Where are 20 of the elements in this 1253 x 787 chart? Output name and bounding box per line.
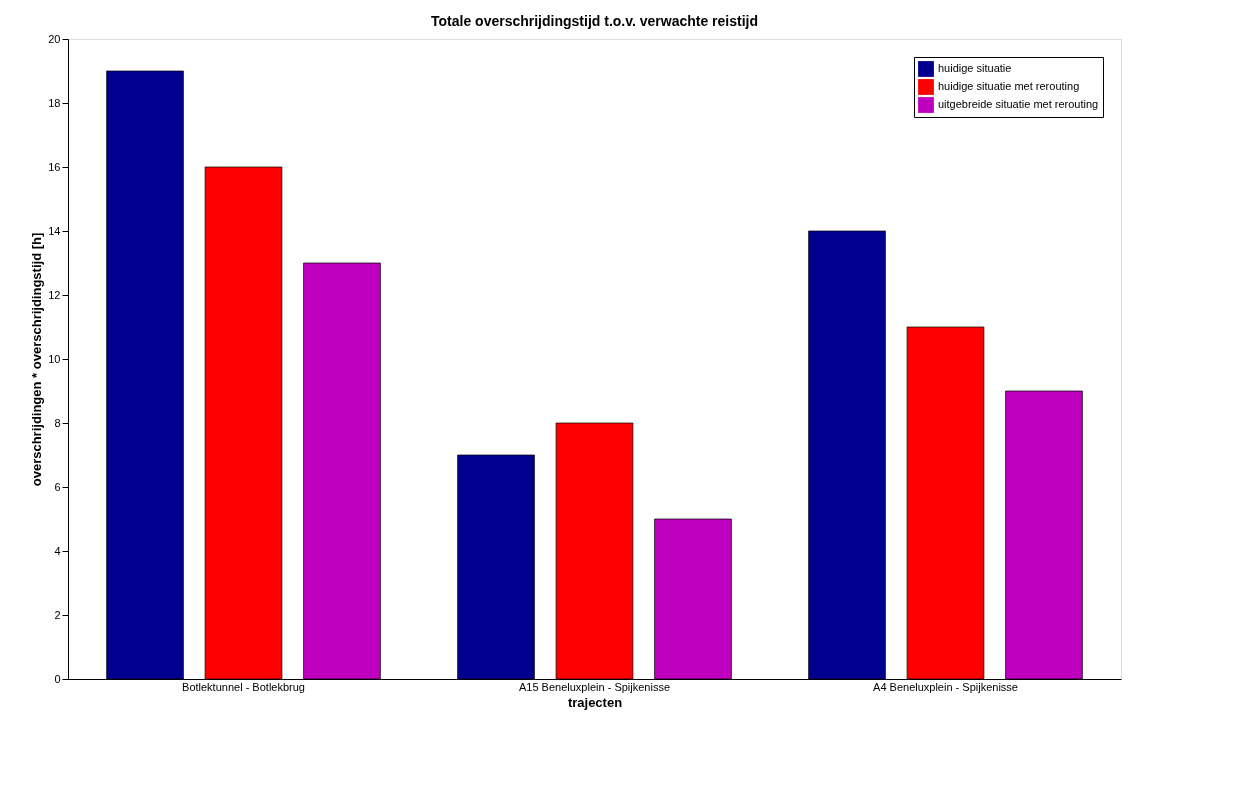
y-tick-label: 8: [54, 416, 61, 429]
legend-label: huidige situatie: [938, 62, 1012, 74]
y-tick-label: 18: [48, 96, 61, 109]
y-tick-label: 12: [48, 288, 61, 301]
x-tick-label: A15 Beneluxplein - Spijkenisse: [518, 680, 671, 693]
y-tick-label: 10: [48, 352, 61, 365]
y-axis-title: overschrijdingen * overschrijdingstijd [h]: [29, 232, 45, 487]
y-tick-label: 2: [54, 608, 61, 621]
legend-label: huidige situatie met rerouting: [938, 80, 1080, 92]
y-tick-label: 16: [48, 160, 61, 173]
x-axis-title: trajecten: [567, 694, 623, 710]
legend-label: uitgebreide situatie met rerouting: [938, 98, 1099, 110]
chart-title: Totale overschrijdingstijd t.o.v. verwachte reistijd: [430, 13, 759, 29]
y-tick-label: 14: [48, 224, 61, 237]
y-tick-label: 20: [48, 32, 61, 45]
x-tick-label: A4 Beneluxplein - Spijkenisse: [873, 680, 1018, 693]
y-tick-label: 4: [54, 544, 61, 557]
y-tick-label: 6: [54, 480, 61, 493]
x-tick-label: Botlektunnel - Botlekbrug: [182, 680, 305, 693]
y-tick-label: 0: [54, 672, 61, 685]
